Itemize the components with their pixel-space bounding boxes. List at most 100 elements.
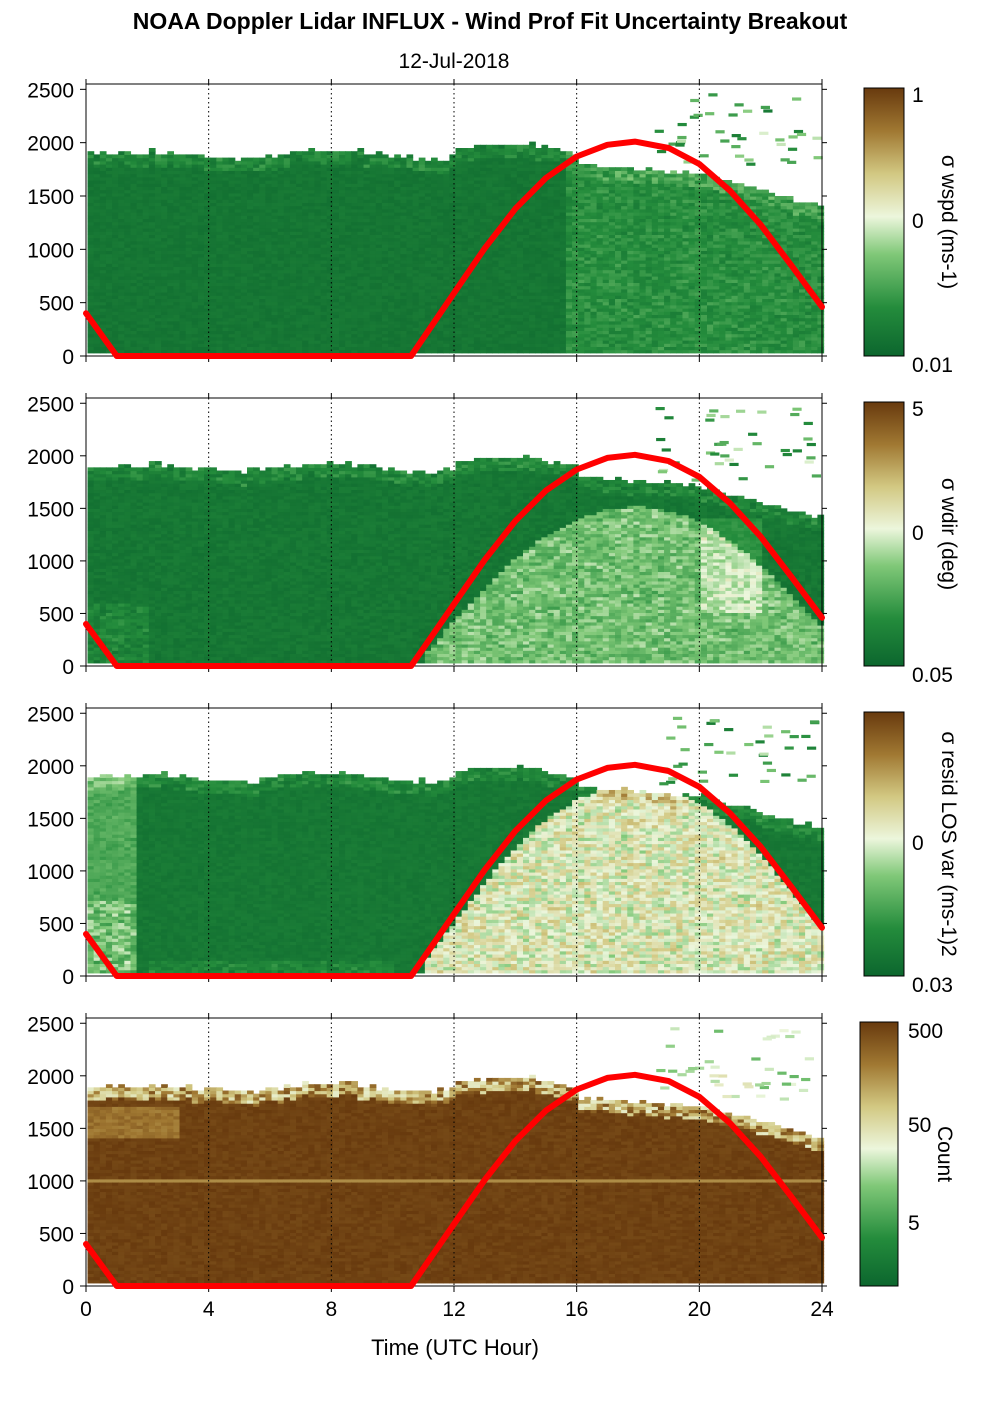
heatmap-cell — [259, 186, 266, 191]
heatmap-cell — [173, 304, 181, 309]
heatmap-cell — [271, 240, 279, 245]
heatmap-cell — [216, 301, 224, 306]
heatmap-cell — [112, 260, 119, 264]
heatmap-cell — [314, 215, 322, 219]
heatmap-cell — [191, 218, 199, 223]
heatmap-cell — [253, 298, 260, 303]
heatmap-cell — [105, 256, 113, 261]
heatmap-cell — [155, 266, 162, 271]
heatmap-cell — [240, 240, 248, 245]
heatmap-cell — [320, 186, 328, 191]
heatmap-cell — [283, 183, 291, 187]
heatmap-cell — [345, 343, 352, 347]
heatmap-cell — [308, 183, 316, 187]
heatmap-cell — [136, 266, 144, 271]
heatmap-cell — [332, 317, 340, 322]
heatmap-cell — [351, 304, 358, 309]
heatmap-cell — [112, 218, 119, 223]
heatmap-cell — [320, 244, 328, 248]
heatmap-cell — [124, 196, 132, 200]
heatmap-cell — [185, 336, 193, 341]
heatmap-cell — [345, 269, 352, 274]
heatmap-cell — [308, 157, 316, 162]
heatmap-cell — [363, 256, 371, 261]
heatmap-cell — [87, 192, 95, 197]
heatmap-cell — [179, 170, 187, 175]
heatmap-cell — [155, 160, 162, 165]
heatmap-cell — [234, 205, 242, 210]
heatmap-cell — [142, 333, 150, 338]
heatmap-cell — [99, 212, 107, 216]
heatmap-cell — [265, 304, 273, 309]
heatmap-cell — [173, 272, 181, 277]
heatmap-cell — [185, 186, 193, 191]
heatmap-cell — [363, 196, 371, 200]
heatmap-cell — [167, 205, 174, 210]
heatmap-cell — [185, 311, 193, 315]
heatmap-cell — [253, 346, 260, 351]
heatmap-cell — [112, 244, 119, 248]
heatmap-cell — [296, 327, 303, 331]
heatmap-cell — [167, 192, 174, 197]
heatmap-cell — [105, 173, 113, 178]
heatmap-cell — [185, 192, 193, 197]
heatmap-cell — [228, 324, 236, 328]
heatmap-cell — [326, 199, 334, 203]
heatmap-cell — [167, 256, 174, 261]
heatmap-cell — [265, 237, 273, 242]
heatmap-cell — [136, 170, 144, 175]
heatmap-cell — [148, 189, 156, 194]
heatmap-cell — [197, 228, 205, 232]
heatmap-cell — [259, 231, 266, 235]
heatmap-cell — [253, 340, 260, 344]
heatmap-cell — [296, 276, 303, 280]
heatmap-cell — [191, 308, 199, 312]
heatmap-cell — [247, 276, 254, 280]
heatmap-cell — [259, 180, 266, 184]
heatmap-cell — [296, 173, 303, 178]
heatmap-cell — [124, 279, 132, 283]
heatmap-cell — [191, 263, 199, 267]
heatmap-cell — [185, 256, 193, 261]
heatmap-cell — [124, 340, 132, 344]
heatmap-cell — [271, 250, 279, 255]
heatmap-cell — [112, 247, 119, 251]
heatmap-cell — [259, 260, 266, 264]
heatmap-cell — [259, 288, 266, 293]
heatmap-cell — [185, 199, 193, 203]
heatmap-cell — [216, 192, 224, 197]
heatmap-cell — [191, 189, 199, 194]
heatmap-cell — [142, 186, 150, 191]
heatmap-cell — [332, 202, 340, 207]
heatmap-cell — [222, 196, 230, 200]
heatmap-cell — [302, 340, 309, 344]
heatmap-cell — [197, 269, 205, 274]
heatmap-cell — [216, 336, 224, 341]
heatmap-cell — [191, 346, 199, 351]
heatmap-cell — [247, 192, 254, 197]
heatmap-cell — [87, 330, 95, 335]
heatmap-cell — [332, 324, 340, 328]
heatmap-cell — [363, 173, 371, 178]
heatmap-cell — [99, 176, 107, 181]
heatmap-cell — [99, 154, 107, 159]
heatmap-cell — [314, 343, 322, 347]
heatmap-cell — [253, 160, 260, 165]
heatmap-cell — [357, 314, 365, 319]
heatmap-cell — [148, 308, 156, 312]
heatmap-cell — [259, 176, 266, 181]
heatmap-cell — [314, 157, 322, 162]
heatmap-cell — [179, 189, 187, 194]
heatmap-cell — [320, 157, 328, 162]
heatmap-cell — [375, 324, 383, 328]
heatmap-cell — [105, 282, 113, 287]
heatmap-cell — [197, 208, 205, 213]
heatmap-cell — [302, 250, 309, 255]
heatmap-cell — [142, 292, 150, 296]
heatmap-cell — [222, 292, 230, 296]
heatmap-cell — [375, 314, 383, 319]
heatmap-cell — [332, 186, 340, 191]
heatmap-cell — [222, 157, 230, 162]
heatmap-cell — [136, 304, 144, 309]
heatmap-cell — [345, 336, 352, 341]
